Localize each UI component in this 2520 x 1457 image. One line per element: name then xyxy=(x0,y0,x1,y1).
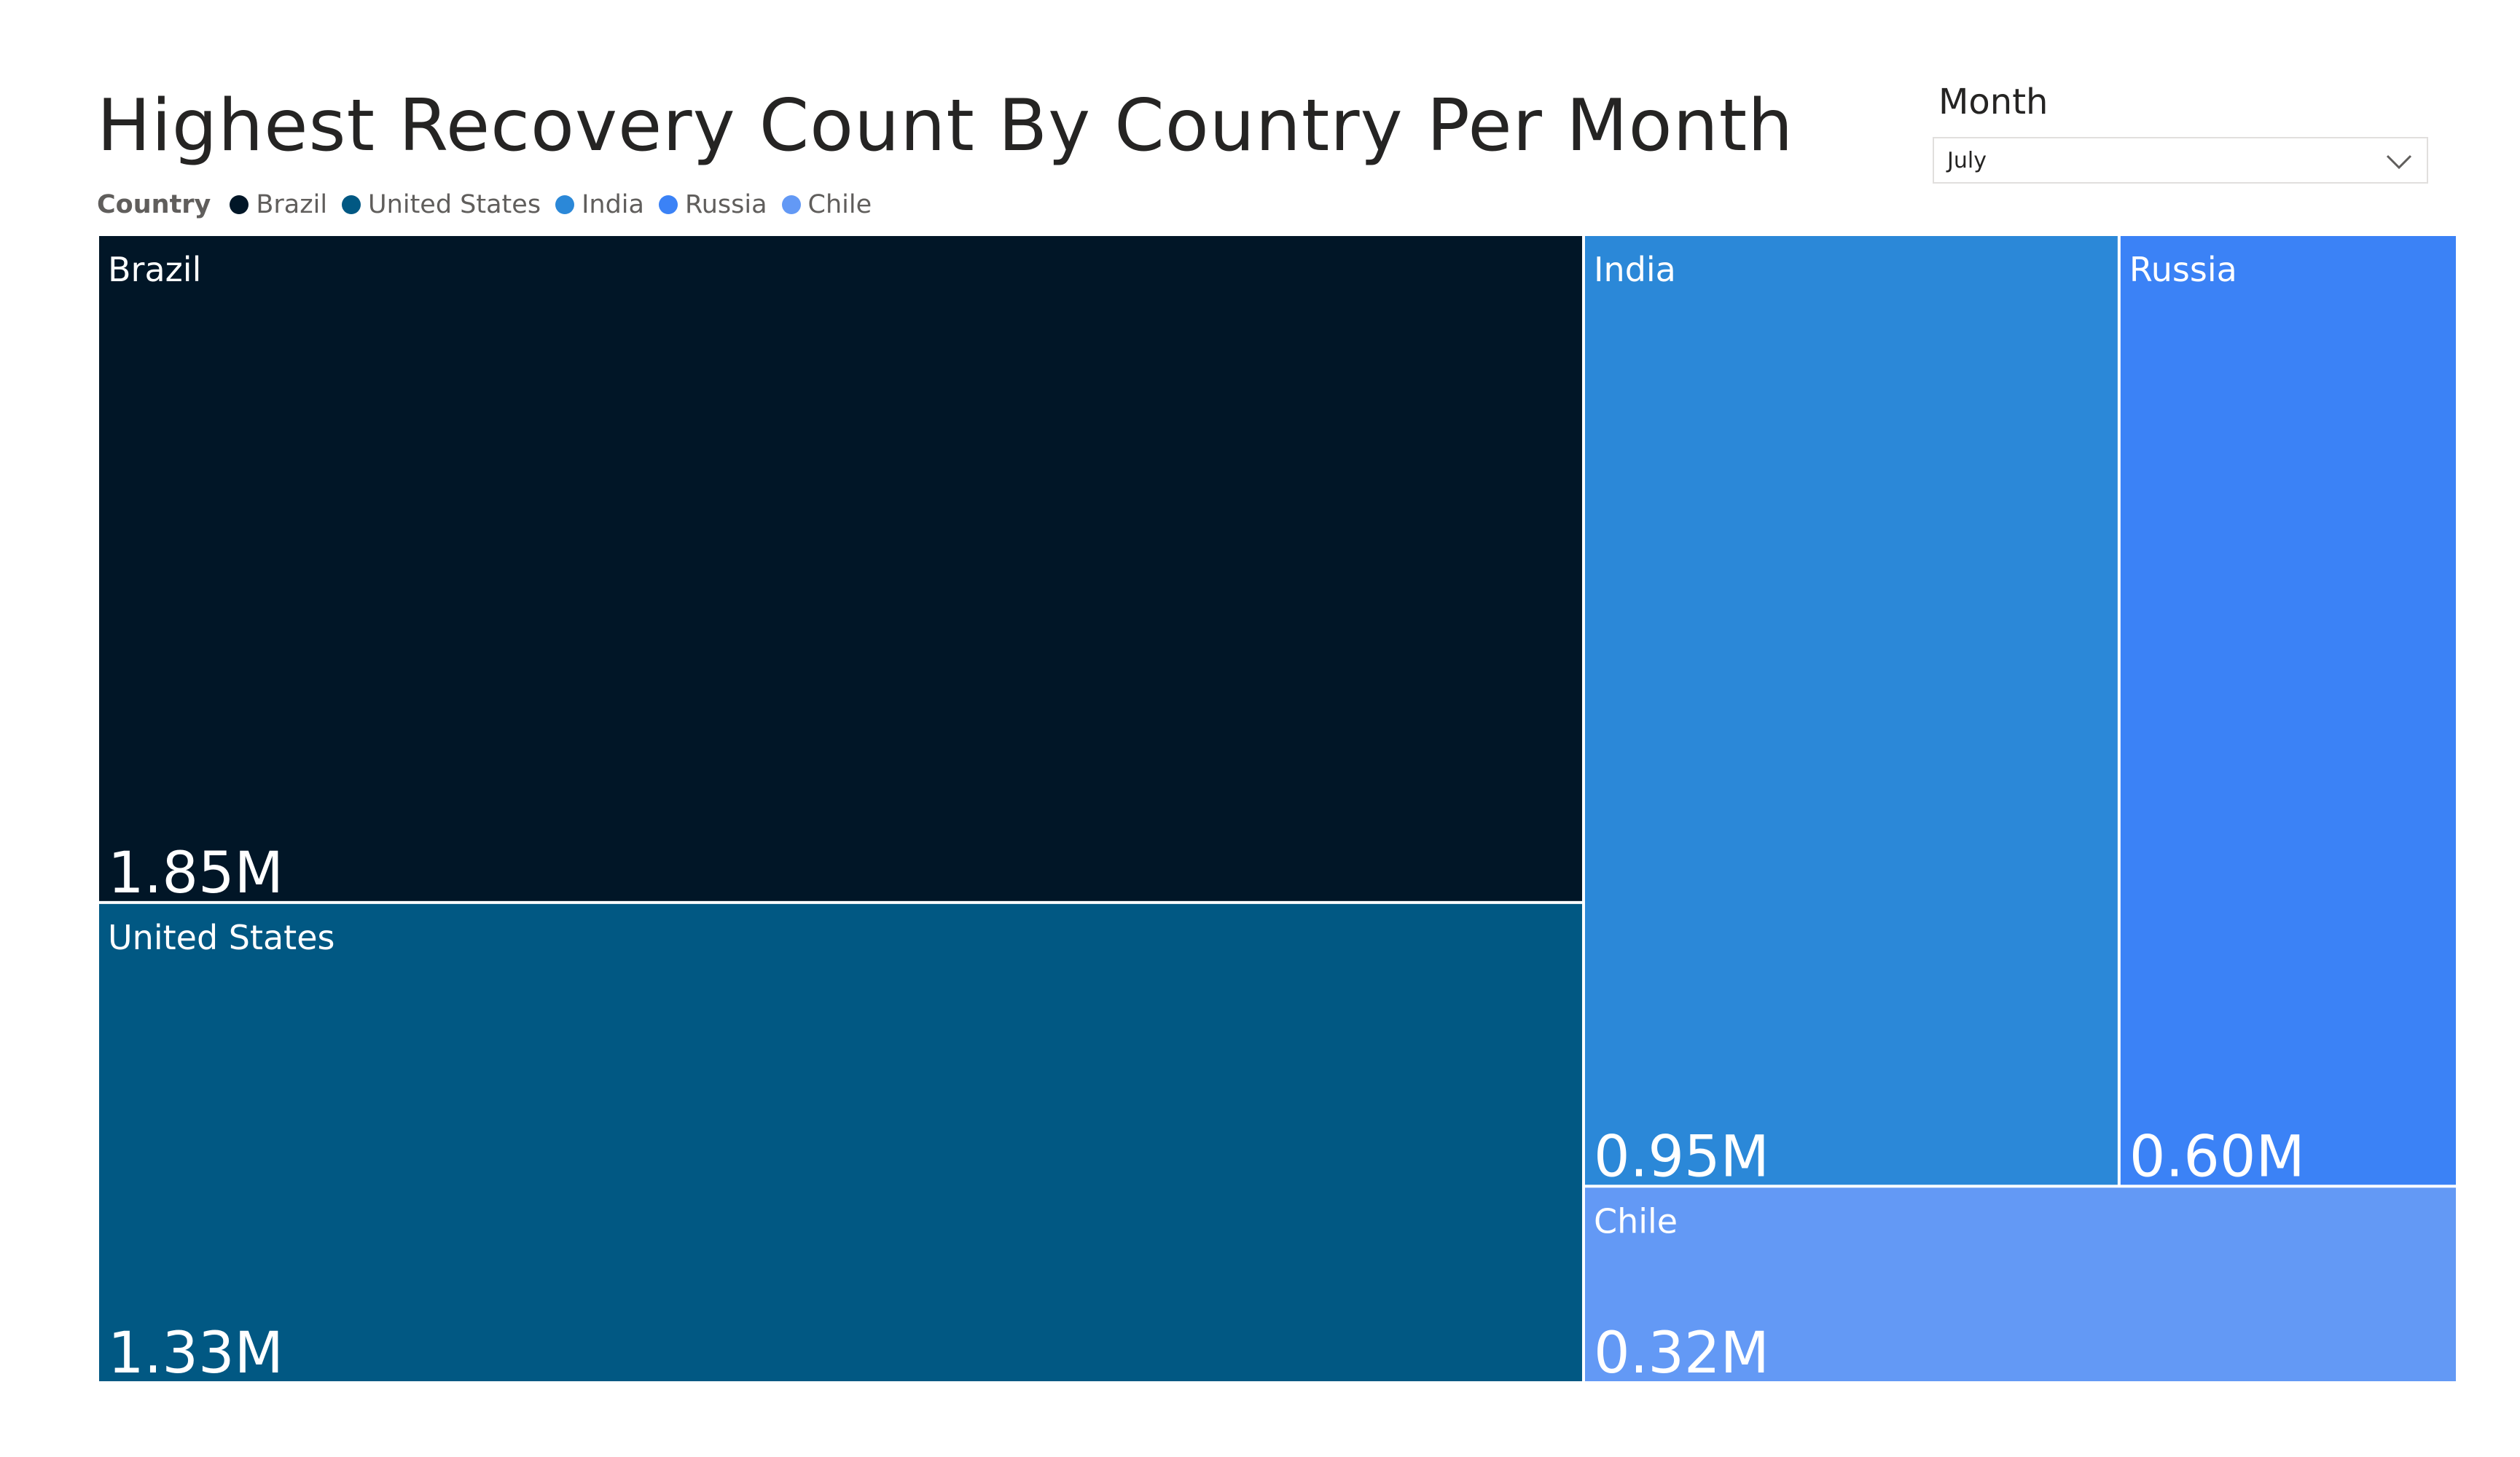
tile-value-label: 0.60M xyxy=(2129,1124,2305,1190)
chart-title: Highest Recovery Count By Country Per Mo… xyxy=(97,85,1794,168)
treemap-rect-brazil[interactable] xyxy=(99,236,1582,901)
legend: Country Brazil United States India Russi… xyxy=(97,186,886,223)
tile-name-label: India xyxy=(1594,250,1676,289)
treemap-tile-united-states[interactable]: United States 1.33M xyxy=(99,903,1582,1386)
treemap-rect-russia[interactable] xyxy=(2120,236,2456,1185)
tile-name-label: United States xyxy=(108,918,335,957)
legend-label: India xyxy=(582,190,644,219)
month-slicer-dropdown[interactable]: July xyxy=(1933,137,2428,184)
legend-dot-icon xyxy=(230,195,249,214)
month-slicer-value: July xyxy=(1947,148,1987,173)
tile-name-label: Brazil xyxy=(108,250,201,289)
legend-item-united-states[interactable]: United States xyxy=(342,190,541,219)
treemap-tile-russia[interactable]: Russia 0.60M xyxy=(2120,236,2456,1190)
legend-label: United States xyxy=(368,190,541,219)
legend-item-russia[interactable]: Russia xyxy=(658,190,767,219)
tile-value-label: 0.95M xyxy=(1594,1124,1769,1190)
treemap-tile-brazil[interactable]: Brazil 1.85M xyxy=(99,236,1582,906)
tile-name-label: Russia xyxy=(2129,250,2237,289)
legend-dot-icon xyxy=(658,195,678,214)
legend-dot-icon xyxy=(781,195,801,214)
legend-item-brazil[interactable]: Brazil xyxy=(230,190,327,219)
tile-value-label: 0.32M xyxy=(1594,1321,1769,1386)
tile-value-label: 1.85M xyxy=(108,841,283,906)
treemap-rect-india[interactable] xyxy=(1584,236,2118,1185)
treemap-rect-united-states[interactable] xyxy=(99,903,1582,1381)
legend-label: Chile xyxy=(807,190,872,219)
legend-label: Russia xyxy=(684,190,767,219)
legend-title: Country xyxy=(97,190,211,219)
treemap-rect-chile[interactable] xyxy=(1584,1187,2456,1381)
legend-dot-icon xyxy=(555,195,575,214)
treemap-tile-chile[interactable]: Chile 0.32M xyxy=(1584,1187,2456,1386)
legend-item-india[interactable]: India xyxy=(555,190,644,219)
legend-dot-icon xyxy=(342,195,361,214)
chevron-down-icon[interactable] xyxy=(2384,149,2414,175)
legend-item-chile[interactable]: Chile xyxy=(781,190,872,219)
month-slicer-label: Month xyxy=(1938,82,2049,122)
tile-value-label: 1.33M xyxy=(108,1321,283,1386)
legend-label: Brazil xyxy=(256,190,328,219)
tile-name-label: Chile xyxy=(1594,1201,1678,1241)
treemap-tile-india[interactable]: India 0.95M xyxy=(1584,236,2118,1190)
